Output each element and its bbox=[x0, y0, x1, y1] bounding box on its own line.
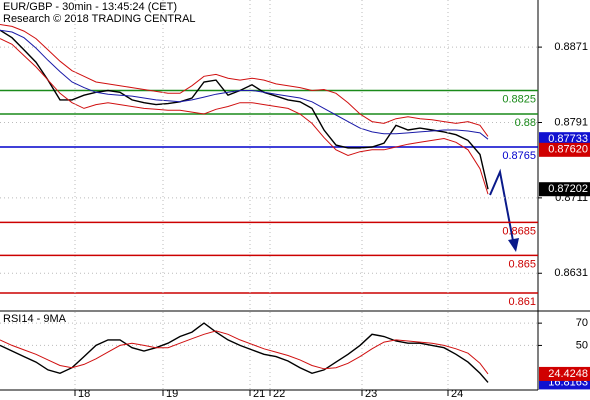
value-tag-label: 24.4248 bbox=[548, 368, 588, 380]
series-line bbox=[0, 330, 489, 375]
y-tick-label: 50 bbox=[576, 339, 588, 351]
rsi-title: RSI14 - 9MA bbox=[3, 313, 67, 325]
series-line bbox=[0, 29, 489, 140]
x-tick-label: 24 bbox=[451, 388, 463, 400]
series-line bbox=[0, 38, 489, 195]
x-tick-label: 22 bbox=[273, 388, 285, 400]
price-tag-label: 0.87733 bbox=[548, 133, 588, 145]
x-tick-label: 21 bbox=[253, 388, 265, 400]
x-tick-label: 19 bbox=[166, 388, 178, 400]
level-label: 0.865 bbox=[508, 258, 536, 270]
price-tag-label: 0.87620 bbox=[548, 144, 588, 156]
chart-subtitle: Research © 2018 TRADING CENTRAL bbox=[3, 13, 196, 25]
x-tick-label: 23 bbox=[365, 388, 377, 400]
level-label: 0.8685 bbox=[502, 225, 536, 237]
chart-title: EUR/GBP - 30min - 13:45:24 (CET) bbox=[3, 1, 177, 13]
level-label: 0.861 bbox=[508, 296, 536, 308]
y-tick-label: 0.8791 bbox=[554, 116, 588, 128]
level-label: 0.8825 bbox=[502, 93, 536, 105]
forecast-arrow bbox=[489, 168, 515, 247]
series-line bbox=[0, 24, 489, 137]
price-tag bbox=[539, 182, 590, 197]
price-tag-label: 0.87202 bbox=[548, 183, 588, 195]
price-tag bbox=[539, 142, 590, 157]
level-label: 0.88 bbox=[515, 117, 536, 129]
x-tick-label: 18 bbox=[78, 388, 90, 400]
level-label: 0.8765 bbox=[502, 150, 536, 162]
y-tick-label: 70 bbox=[576, 317, 588, 329]
value-tag bbox=[539, 366, 590, 381]
price-tag bbox=[539, 132, 590, 147]
series-line bbox=[0, 322, 489, 383]
y-tick-label: 0.8631 bbox=[554, 267, 588, 279]
y-tick-label: 0.8871 bbox=[554, 41, 588, 53]
series-line bbox=[0, 29, 489, 190]
forecast-arrowhead bbox=[508, 238, 519, 252]
